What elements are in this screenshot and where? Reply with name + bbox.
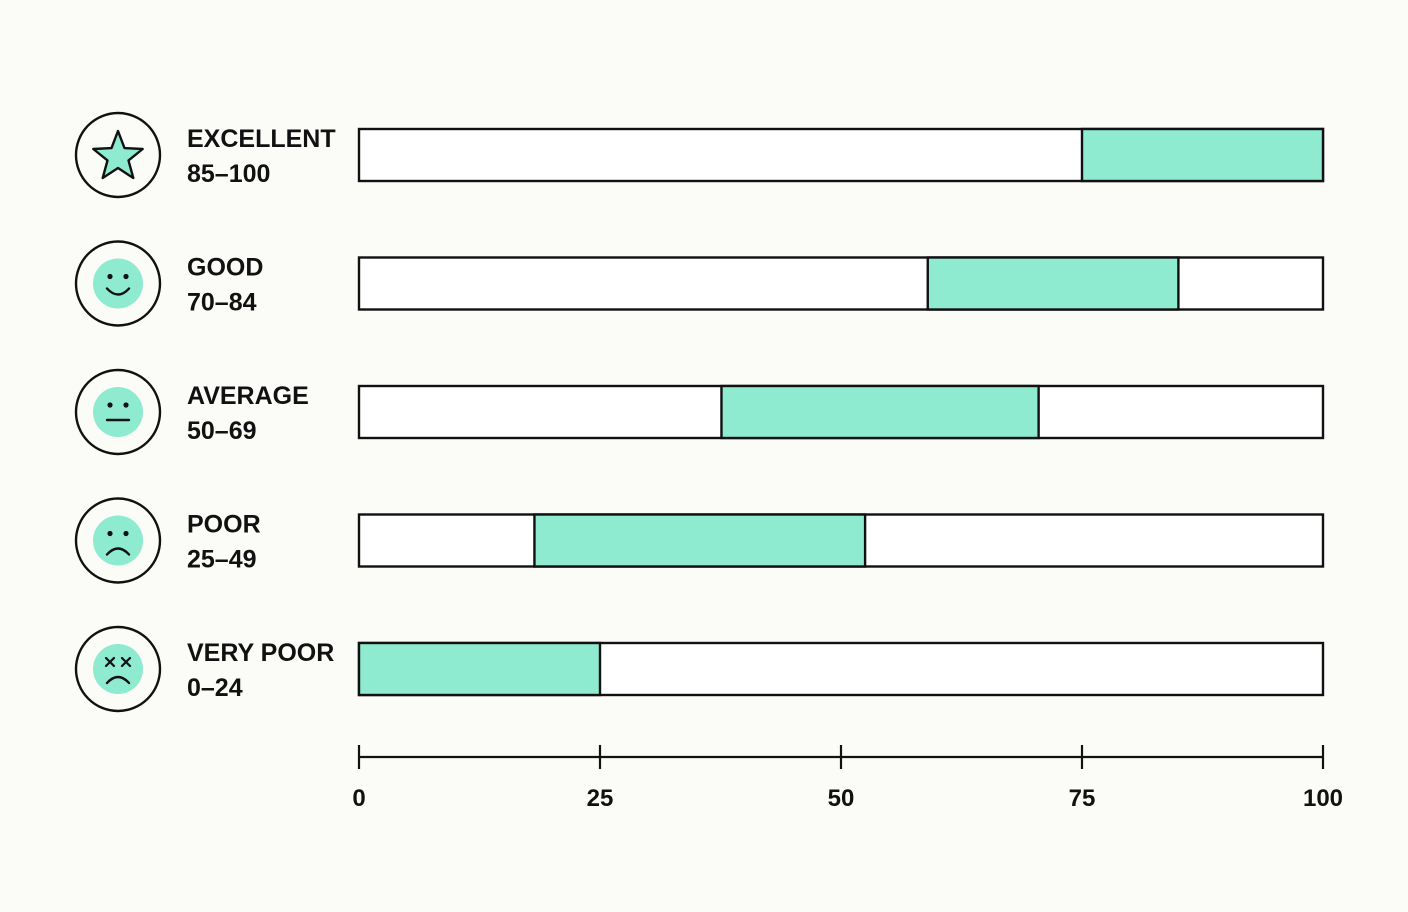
x-tick-label: 75 bbox=[1069, 785, 1096, 812]
bar-range-very-poor bbox=[357, 641, 602, 697]
category-label: POOR bbox=[187, 511, 261, 539]
smile-face-icon bbox=[74, 240, 162, 327]
bar-range-average bbox=[720, 384, 1040, 440]
range-label: 25–49 bbox=[187, 546, 257, 574]
x-tick-label: 50 bbox=[828, 785, 855, 812]
category-label: VERY POOR bbox=[187, 639, 334, 667]
neutral-face-icon bbox=[74, 368, 162, 456]
range-label: 50–69 bbox=[187, 417, 257, 445]
x-tick-label: 0 bbox=[352, 785, 365, 812]
category-label: GOOD bbox=[187, 254, 263, 282]
range-label: 70–84 bbox=[187, 289, 257, 317]
bar-range-good bbox=[926, 256, 1180, 311]
sad-face-icon bbox=[74, 497, 162, 584]
category-label: AVERAGE bbox=[187, 382, 309, 410]
bar-range-poor bbox=[533, 513, 867, 568]
x-tick-label: 25 bbox=[587, 785, 614, 812]
row-excellent: EXCELLENT 85–100 bbox=[74, 111, 1325, 199]
bar-range-excellent bbox=[1080, 127, 1325, 183]
range-label: 0–24 bbox=[187, 674, 243, 702]
row-good: GOOD 70–84 bbox=[74, 240, 1325, 327]
row-very-poor: VERY POOR 0–24 bbox=[74, 625, 1325, 713]
chart-rows: EXCELLENT 85–100 GOOD 70–84 AVERAGE 50–69 POOR… bbox=[74, 111, 1325, 713]
x-axis: 0 25 50 75 100 bbox=[352, 745, 1343, 812]
x-eyes-face-icon bbox=[74, 625, 162, 713]
x-tick-label: 100 bbox=[1303, 785, 1343, 812]
star-icon bbox=[74, 111, 162, 199]
row-average: AVERAGE 50–69 bbox=[74, 368, 1325, 456]
range-label: 85–100 bbox=[187, 160, 270, 188]
row-poor: POOR 25–49 bbox=[74, 497, 1325, 584]
category-label: EXCELLENT bbox=[187, 125, 336, 153]
